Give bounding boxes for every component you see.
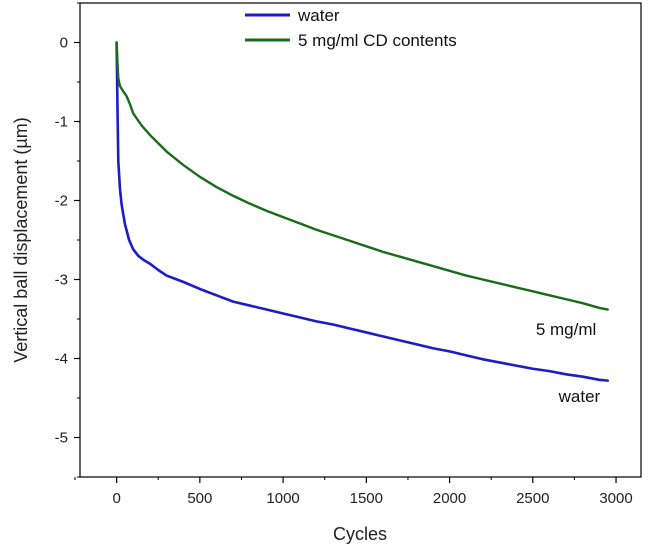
x-tick-label: 2000	[433, 490, 466, 507]
y-tick-label: -3	[55, 272, 68, 289]
legend: water 5 mg/ml CD contents	[245, 6, 457, 50]
series-layer	[115, 41, 610, 382]
annotation-label: water	[558, 387, 601, 406]
x-axis-title: Cycles	[333, 524, 387, 544]
legend-label: 5 mg/ml CD contents	[298, 31, 457, 50]
x-tick-label: 2500	[516, 490, 549, 507]
x-tick-label: 0	[112, 490, 120, 507]
annotation-label: 5 mg/ml	[536, 320, 596, 339]
y-axis: 0 -1 -2 -3 -4 -5	[55, 2, 80, 478]
legend-label: water	[297, 6, 340, 25]
x-tick-label: 1500	[350, 490, 383, 507]
plot-frame	[79, 2, 642, 478]
annotations: 5 mg/ml water	[536, 320, 601, 406]
y-tick-label: -5	[55, 430, 68, 447]
y-tick-label: -4	[55, 351, 68, 368]
y-tick-label: -1	[55, 114, 68, 131]
x-tick-label: 500	[187, 490, 212, 507]
y-tick-label: -2	[55, 193, 68, 210]
x-tick-label: 3000	[599, 490, 632, 507]
y-axis-title: Vertical ball displacement (µm)	[11, 117, 31, 362]
x-tick-label: 1000	[266, 490, 299, 507]
y-tick-label: 0	[60, 35, 68, 52]
x-axis: 0 500 1000 1500 2000 2500 3000	[74, 477, 633, 507]
series-line-water	[115, 41, 610, 382]
series-line-cd-contents	[115, 41, 609, 311]
